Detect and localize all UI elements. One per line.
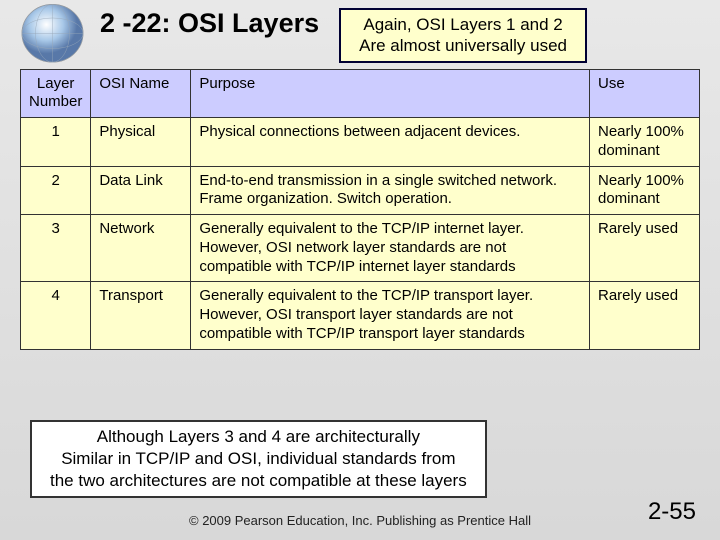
- bottom-callout: Although Layers 3 and 4 are architectura…: [30, 420, 487, 498]
- cell-use: Rarely used: [590, 282, 700, 349]
- table-header-row: Layer Number OSI Name Purpose Use: [21, 69, 700, 118]
- cell-layer: 1: [21, 118, 91, 167]
- copyright-footer: © 2009 Pearson Education, Inc. Publishin…: [0, 513, 720, 528]
- callout-top-line1: Again, OSI Layers 1 and 2: [363, 15, 562, 34]
- col-osi-name: OSI Name: [91, 69, 191, 118]
- cell-use: Rarely used: [590, 215, 700, 282]
- table-row: 3 Network Generally equivalent to the TC…: [21, 215, 700, 282]
- col-purpose: Purpose: [191, 69, 590, 118]
- callout-bottom-line2: Similar in TCP/IP and OSI, individual st…: [61, 449, 455, 468]
- cell-use: Nearly 100% dominant: [590, 166, 700, 215]
- table-row: 2 Data Link End-to-end transmission in a…: [21, 166, 700, 215]
- cell-layer: 2: [21, 166, 91, 215]
- cell-layer: 4: [21, 282, 91, 349]
- osi-layers-table: Layer Number OSI Name Purpose Use 1 Phys…: [20, 69, 700, 350]
- callout-bottom-line1: Although Layers 3 and 4 are architectura…: [97, 427, 420, 446]
- cell-name: Data Link: [91, 166, 191, 215]
- col-use: Use: [590, 69, 700, 118]
- cell-use: Nearly 100% dominant: [590, 118, 700, 167]
- col-layer-number: Layer Number: [21, 69, 91, 118]
- top-callout: Again, OSI Layers 1 and 2 Are almost uni…: [339, 8, 587, 63]
- cell-purpose: Generally equivalent to the TCP/IP inter…: [191, 215, 590, 282]
- page-number: 2-55: [648, 498, 696, 526]
- cell-purpose: End-to-end transmission in a single swit…: [191, 166, 590, 215]
- cell-layer: 3: [21, 215, 91, 282]
- table-row: 4 Transport Generally equivalent to the …: [21, 282, 700, 349]
- globe-icon: [10, 0, 95, 70]
- cell-name: Physical: [91, 118, 191, 167]
- callout-bottom-line3: the two architectures are not compatible…: [50, 471, 467, 490]
- cell-purpose: Physical connections between adjacent de…: [191, 118, 590, 167]
- cell-purpose: Generally equivalent to the TCP/IP trans…: [191, 282, 590, 349]
- callout-top-line2: Are almost universally used: [359, 36, 567, 55]
- slide-title: 2 -22: OSI Layers: [100, 8, 319, 39]
- cell-name: Network: [91, 215, 191, 282]
- cell-name: Transport: [91, 282, 191, 349]
- table-row: 1 Physical Physical connections between …: [21, 118, 700, 167]
